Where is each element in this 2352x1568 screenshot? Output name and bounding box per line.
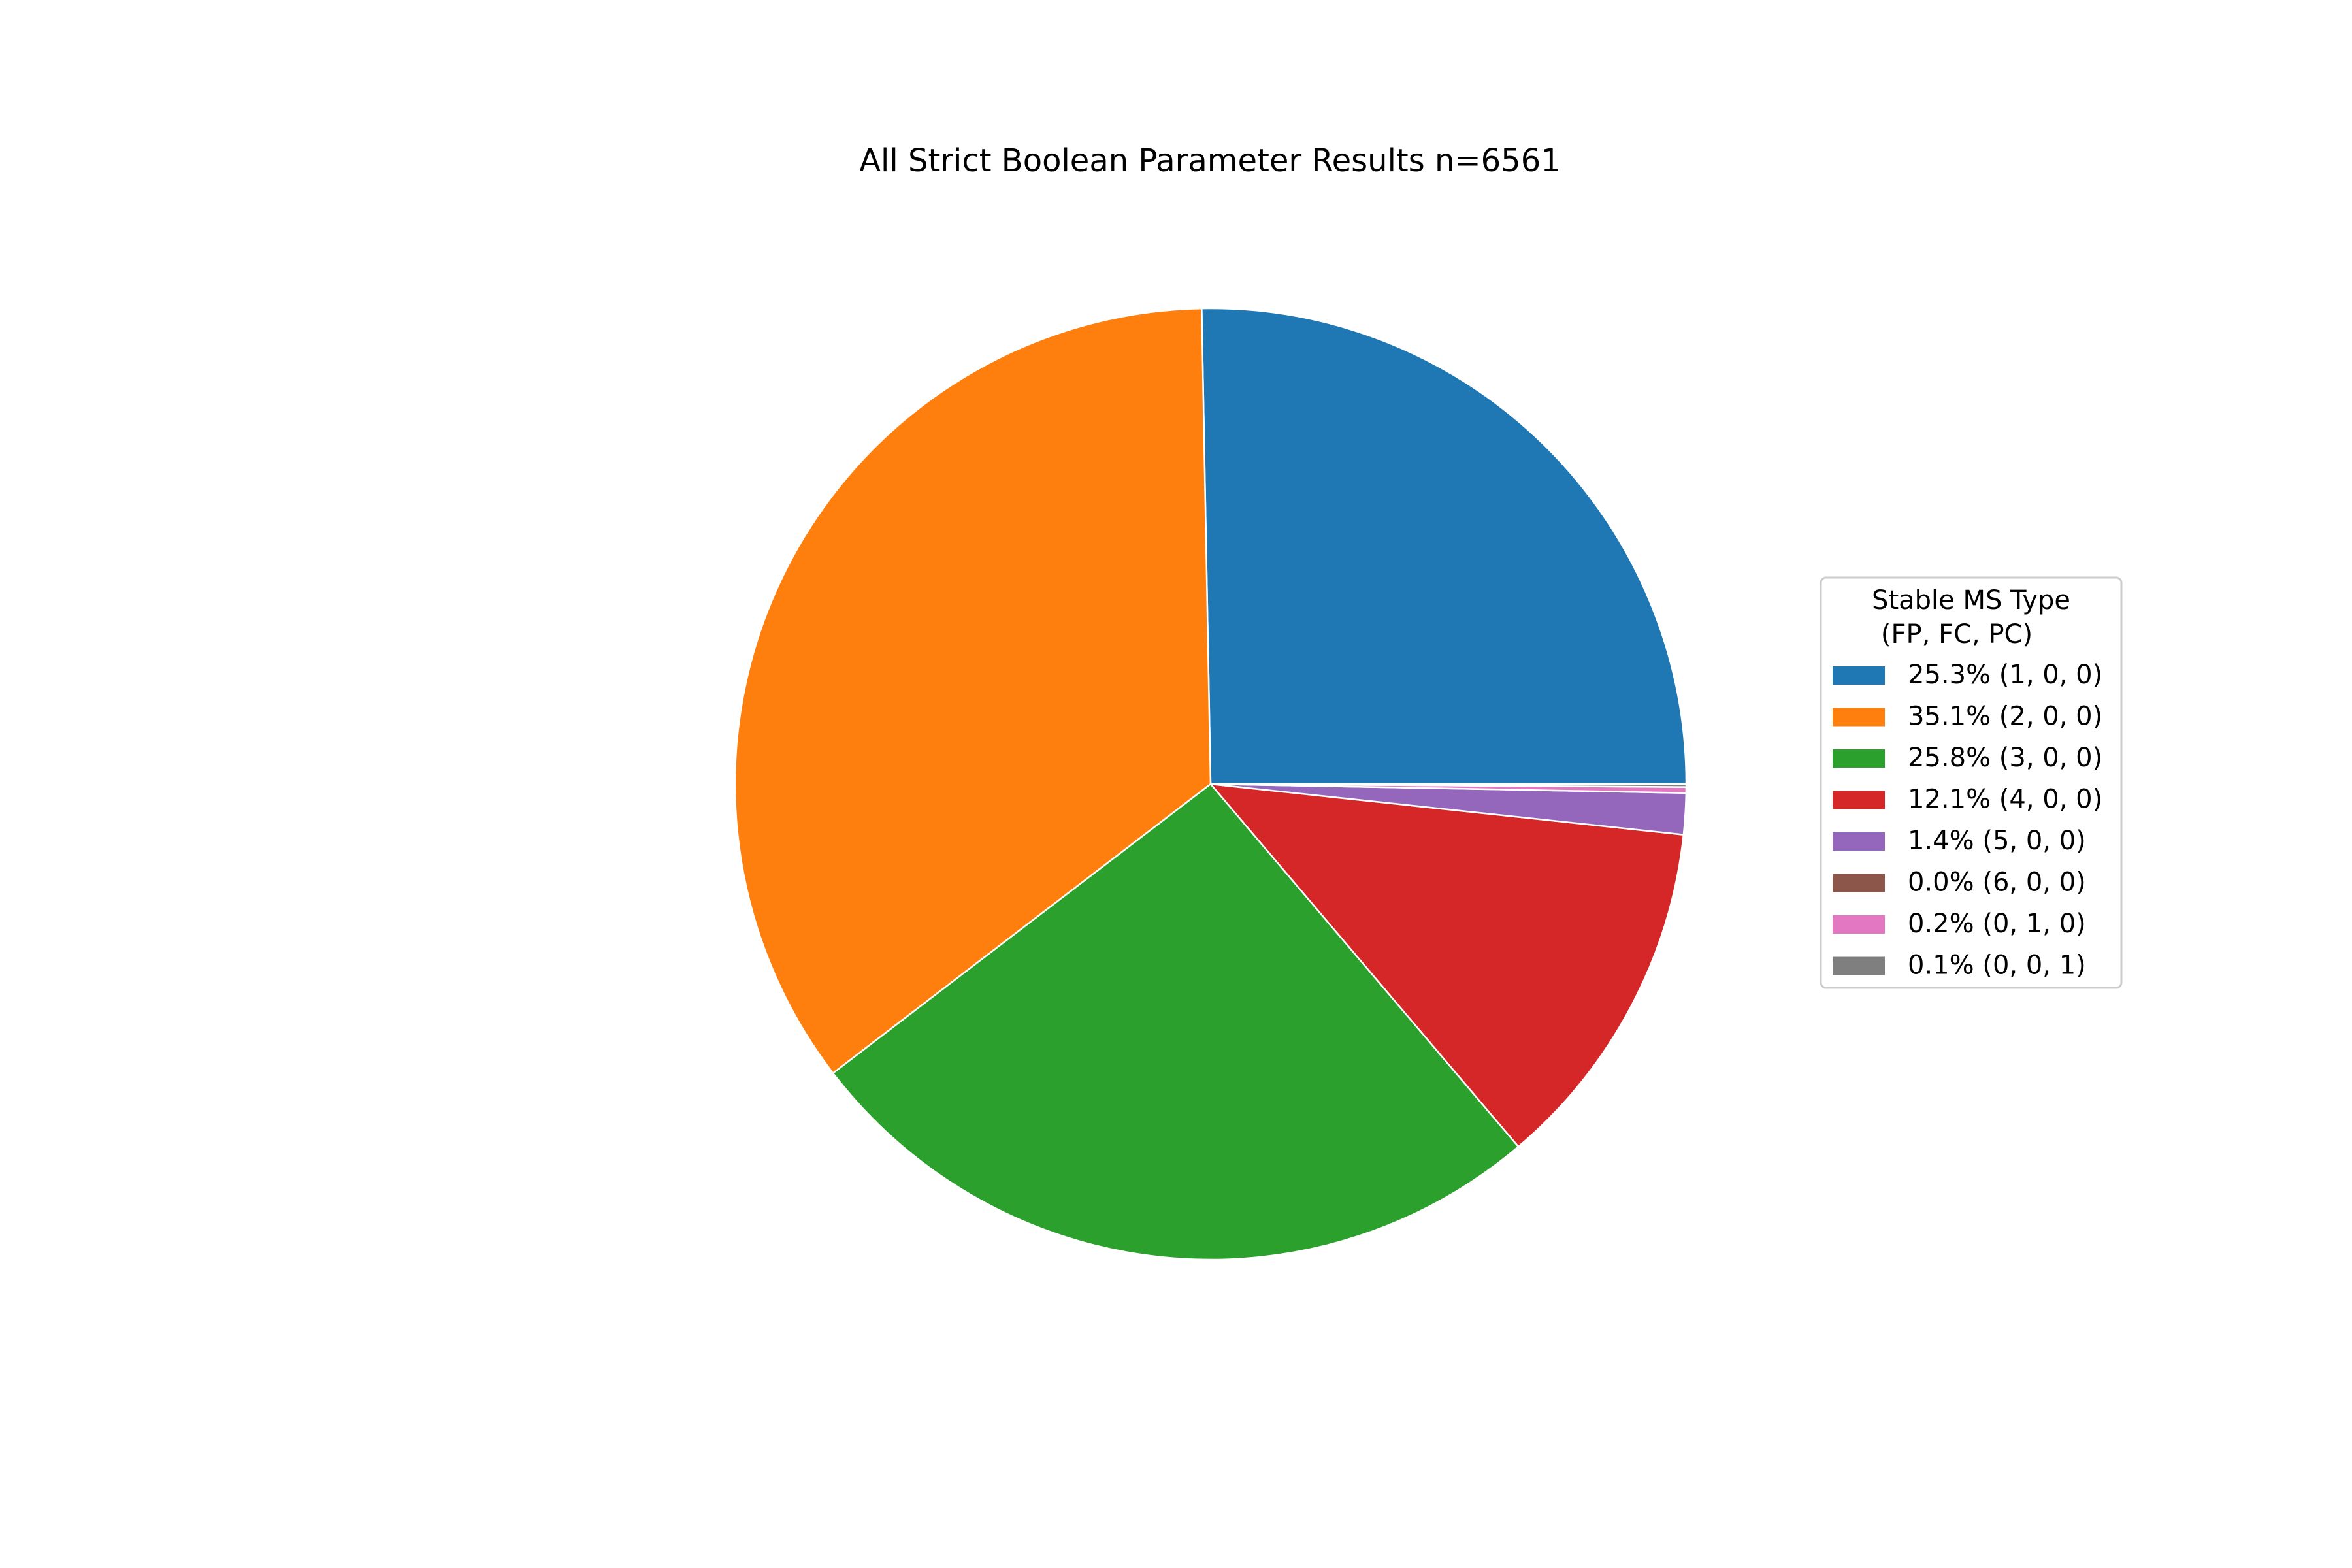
legend-items: 25.3% (1, 0, 0) 35.1% (2, 0, 0) 25.8% (3, … [1833, 660, 2102, 981]
pie-slice-2 [734, 307, 1212, 1074]
legend: Stable MS Type (FP, FC, PC) 25.3% (1, 0,… [1820, 576, 2123, 989]
legend-label-6: 0.0% (6, 0, 0) [1908, 868, 2086, 898]
legend-label-3: 25.8% (3, 0, 0) [1908, 743, 2102, 773]
legend-label-7: 0.2% (0, 1, 0) [1908, 909, 2086, 939]
legend-title-line-2: (FP, FC, PC) [1881, 619, 2033, 649]
legend-label-8: 0.1% (0, 0, 1) [1908, 951, 2086, 981]
chart-title: All Strict Boolean Parameter Results n=6… [859, 142, 1561, 179]
legend-label-1: 25.3% (1, 0, 0) [1908, 660, 2102, 690]
legend-title-line-1: Stable MS Type [1872, 585, 2070, 615]
legend-swatch-6 [1833, 874, 1885, 892]
legend-swatch-2 [1833, 708, 1885, 727]
legend-swatch-1 [1833, 666, 1885, 685]
pie-slice-8 [1209, 783, 1688, 788]
pie-slice-3 [832, 783, 1520, 1261]
legend-swatch-3 [1833, 749, 1885, 768]
legend-swatch-7 [1833, 915, 1885, 934]
legend-swatch-8 [1833, 956, 1885, 975]
legend-swatch-5 [1833, 832, 1885, 851]
legend-swatch-4 [1833, 791, 1885, 809]
legend-frame [1820, 576, 2123, 989]
pie-slice-1 [1201, 307, 1688, 785]
legend-label-2: 35.1% (2, 0, 0) [1908, 702, 2102, 732]
pie-slices [734, 307, 1688, 1261]
legend-label-5: 1.4% (5, 0, 0) [1908, 826, 2086, 856]
pie-slice-4 [1209, 783, 1685, 1148]
legend-label-4: 12.1% (4, 0, 0) [1908, 785, 2102, 815]
